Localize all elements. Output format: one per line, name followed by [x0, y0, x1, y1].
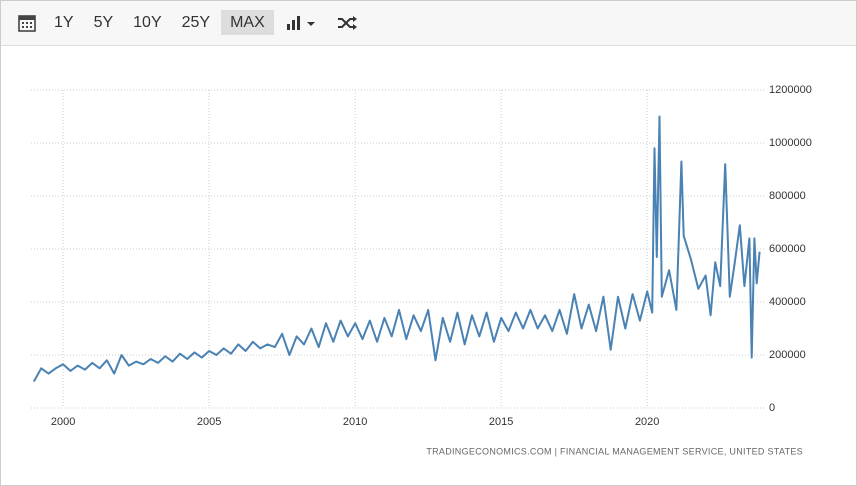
y-tick-label: 800000	[769, 190, 806, 202]
x-tick-label: 2015	[489, 416, 513, 428]
x-tick-label: 2000	[51, 416, 75, 428]
chart-type-icon[interactable]	[284, 13, 320, 33]
range-button[interactable]: 10Y	[133, 14, 162, 31]
y-tick-label: 1000000	[769, 137, 812, 149]
chart: TRADINGECONOMICS.COM | FINANCIAL MANAGEM…	[31, 84, 812, 456]
y-tick-label: 0	[769, 402, 775, 414]
calendar-icon[interactable]	[17, 13, 37, 33]
x-tick-label: 2005	[197, 416, 221, 428]
source: TRADINGECONOMICS.COM | FINANCIAL MANAGEM…	[426, 446, 803, 456]
range-buttons: 1Y 5Y 10Y 25Y MAX	[45, 10, 276, 35]
range-button[interactable]: 25Y	[181, 14, 211, 31]
compare-icon[interactable]	[336, 13, 358, 33]
toolbar: 1Y 5Y 10Y 25Y MAX	[1, 1, 856, 46]
line-series	[33, 115, 761, 382]
y-tick-label: 1200000	[769, 84, 812, 96]
x-tick-label: 2010	[343, 416, 367, 428]
range-button[interactable]: 1Y	[54, 14, 74, 31]
range-button[interactable]: 5Y	[93, 14, 114, 31]
y-tick-label: 400000	[769, 296, 806, 308]
y-tick-label: 200000	[769, 349, 806, 361]
y-tick-label: 600000	[769, 243, 806, 255]
range-button[interactable]: MAX	[221, 10, 274, 35]
x-tick-label: 2020	[635, 416, 659, 428]
